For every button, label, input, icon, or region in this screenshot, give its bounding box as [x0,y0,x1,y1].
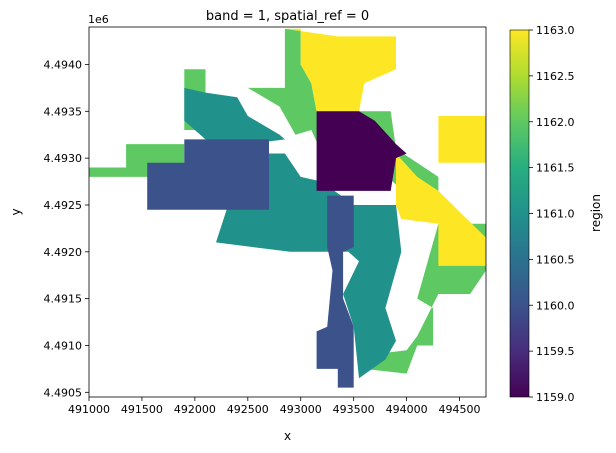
x-tick-label-2: 492000 [174,403,216,416]
colorbar-label: region [589,194,603,232]
x-tick-label-7: 494500 [439,403,481,416]
y-tick-label-6: 4.4935 [44,105,83,118]
region-10 [316,195,354,388]
x-tick-label-3: 492500 [227,403,269,416]
y-tick-label-3: 4.4920 [44,246,83,259]
colorbar-tick-label-0: 1159.0 [536,391,575,404]
colorbar-tick-label-5: 1161.5 [536,162,575,175]
x-tick-label-1: 491500 [121,403,163,416]
region-layer [89,28,486,388]
y-axis: 4.4905 4.4910 4.4915 4.4920 4.4925 4.4930 4.49… [44,58,89,399]
colorbar-axis: 1159.0 1159.5 1160.0 1160.5 1161.0 1161.5 1162… [529,24,575,404]
y-tick-label-2: 4.4915 [44,293,83,306]
x-axis: 491000 491500 492000 492500 493000 493500 4940… [68,397,481,416]
colorbar-tick-label-6: 1162.0 [536,116,575,129]
colorbar-tick-label-2: 1160.0 [536,299,575,312]
region-6 [396,153,486,266]
colorbar [509,29,530,398]
x-tick-label-0: 491000 [68,403,110,416]
y-tick-label-0: 4.4905 [44,386,83,399]
y-tick-label-5: 4.4930 [44,152,83,165]
y-axis-label: y [9,208,23,215]
region-9 [147,139,269,210]
region-7 [184,87,285,145]
y-tick-label-1: 4.4910 [44,339,83,352]
colorbar-tick-label-8: 1163.0 [536,24,575,37]
x-axis-label: x [284,429,291,443]
x-tick-label-5: 493500 [333,403,375,416]
x-tick-label-4: 493000 [280,403,322,416]
region-5 [438,116,486,163]
region-3 [284,28,396,112]
plot-frame [88,26,487,398]
region-11 [316,111,407,191]
y-tick-label-4: 4.4925 [44,199,83,212]
y-offset-label: 1e6 [88,13,109,26]
y-tick-label-7: 4.4940 [44,58,83,71]
colorbar-tick-label-3: 1160.5 [536,253,575,266]
chart-title: band = 1, spatial_ref = 0 [206,9,369,24]
colorbar-tick-label-4: 1161.0 [536,208,575,221]
x-tick-label-6: 494000 [386,403,428,416]
colorbar-tick-label-1: 1159.5 [536,345,575,358]
colorbar-tick-label-7: 1162.5 [536,70,575,83]
